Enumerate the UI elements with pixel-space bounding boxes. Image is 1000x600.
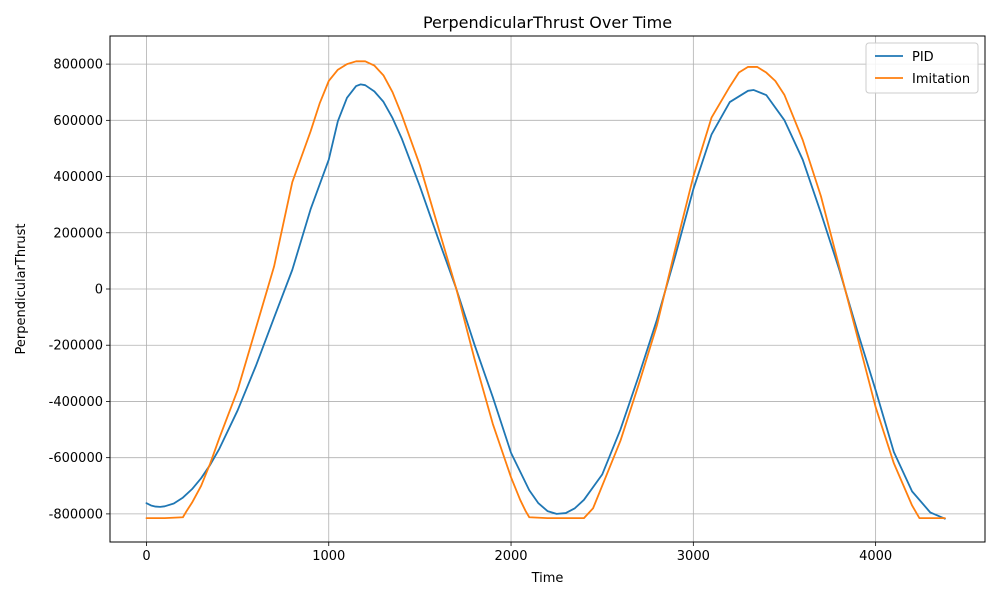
x-tick-label: 0 — [142, 549, 150, 564]
y-tick-label: -400000 — [49, 395, 103, 410]
y-tick-label: -200000 — [49, 339, 103, 354]
x-tick-label: 4000 — [859, 549, 892, 564]
x-tick-label: 2000 — [494, 549, 527, 564]
x-axis-ticks: 0 1000 2000 3000 4000 — [142, 542, 892, 564]
chart-title: PerpendicularThrust Over Time — [423, 13, 672, 32]
series-line-imitation — [145, 60, 946, 520]
y-tick-label: 0 — [95, 283, 103, 298]
x-tick-label: 1000 — [312, 549, 345, 564]
grid — [110, 36, 985, 542]
y-tick-label: -600000 — [49, 451, 103, 466]
legend: PID Imitation — [865, 42, 979, 94]
y-tick-label: 600000 — [53, 114, 103, 129]
legend-label-imitation: Imitation — [912, 72, 970, 87]
y-tick-label: 400000 — [53, 170, 103, 185]
series-line-pid — [145, 83, 946, 520]
x-tick-label: 3000 — [677, 549, 710, 564]
y-tick-label: 200000 — [53, 226, 103, 241]
x-axis-label: Time — [531, 571, 564, 586]
series-lines — [145, 60, 946, 520]
y-tick-label: 800000 — [53, 58, 103, 73]
y-axis-label: PerpendicularThrust — [14, 223, 29, 354]
y-axis-ticks: -800000 -600000 -400000 -200000 0 200000 40000… — [49, 58, 110, 522]
legend-label-pid: PID — [912, 50, 934, 65]
y-tick-label: -800000 — [49, 507, 103, 522]
